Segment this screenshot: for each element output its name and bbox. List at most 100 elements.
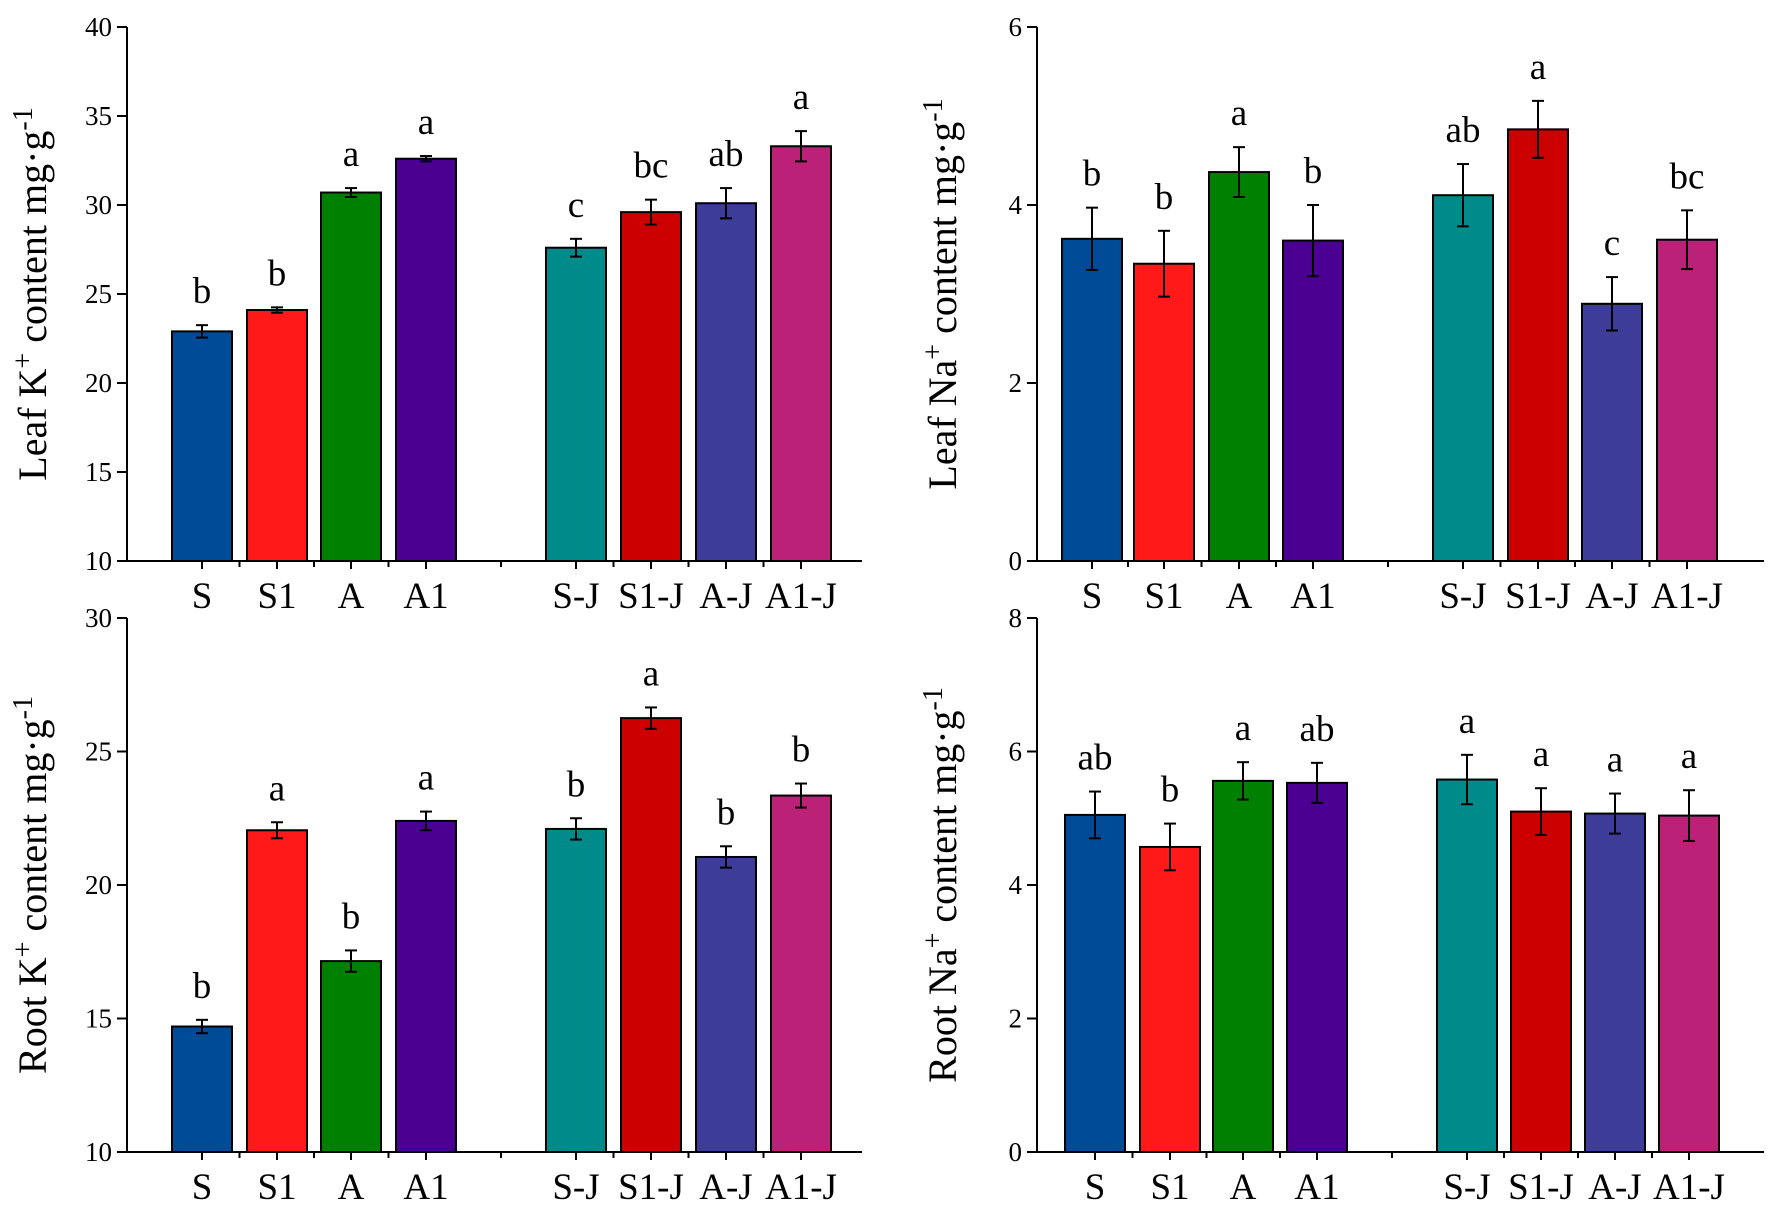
significance-letter: b (1155, 177, 1174, 218)
y-tick-label: 25 (85, 737, 112, 767)
significance-letter: b (1161, 770, 1180, 811)
x-tick-label: A1-J (1651, 576, 1723, 617)
y-tick-label: 6 (1009, 12, 1023, 42)
bar-S1-J (1507, 128, 1569, 562)
bar-A1 (395, 157, 457, 562)
y-tick-label: 10 (85, 546, 112, 576)
error-bar (1311, 761, 1323, 804)
significance-letter: b (342, 896, 361, 937)
bar-S (171, 1025, 233, 1154)
significance-letter: a (418, 758, 434, 799)
x-tick-label: S1 (1144, 576, 1183, 617)
error-bar (1158, 229, 1170, 298)
significance-letter: a (1530, 47, 1546, 88)
y-tick-label: 4 (1009, 870, 1023, 900)
significance-letter: b (193, 271, 212, 312)
error-bar (1457, 163, 1469, 228)
significance-letter: a (1459, 701, 1475, 742)
y-tick-label: 20 (85, 368, 112, 398)
significance-letter: b (1083, 154, 1102, 195)
error-bar (1606, 276, 1618, 332)
significance-letter: a (1533, 734, 1549, 775)
y-tick-label: 6 (1009, 737, 1023, 767)
bar-A1-J (1656, 238, 1718, 563)
x-tick-label: A (338, 1167, 365, 1208)
error-bar (1461, 753, 1473, 806)
y-tick-label: 30 (85, 190, 112, 220)
bar-S-J (1436, 778, 1498, 1153)
x-tick-label: A-J (1585, 576, 1638, 617)
significance-letter: bc (1670, 156, 1705, 197)
x-tick-label: S (1082, 576, 1103, 617)
y-tick-label: 2 (1009, 368, 1023, 398)
significance-letter: ab (1446, 110, 1481, 151)
bar-A (1208, 171, 1270, 562)
bar-S (1064, 813, 1126, 1153)
x-tick-label: A (1226, 576, 1253, 617)
bar-S-J (545, 827, 607, 1153)
error-bar (345, 187, 357, 198)
error-bar (420, 810, 432, 832)
bar-S1 (1133, 262, 1195, 562)
y-axis-label: Root K+ content mg·g-1 (8, 696, 55, 1074)
bar-S1 (246, 829, 308, 1153)
error-bar (720, 187, 732, 220)
significance-letter: b (193, 966, 212, 1007)
y-tick-label: 35 (85, 101, 112, 131)
y-tick-label: 0 (1009, 1137, 1023, 1167)
error-bar (1683, 789, 1695, 842)
x-tick-label: S1-J (1505, 576, 1571, 617)
significance-letter: ab (1078, 738, 1113, 779)
significance-letter: bc (634, 146, 669, 187)
error-bar (570, 817, 582, 841)
error-bar (1237, 761, 1249, 801)
x-tick-label: A-J (699, 576, 752, 617)
x-tick-label: S (1085, 1167, 1106, 1208)
bar-A1 (1286, 781, 1348, 1153)
error-bar (570, 237, 582, 258)
y-axis-label: Root Na+ content mg·g-1 (918, 687, 965, 1083)
significance-letter: b (1304, 151, 1323, 192)
bar-S1 (1139, 845, 1201, 1153)
y-tick-label: 15 (85, 1004, 112, 1034)
x-tick-label: S-J (1439, 576, 1486, 617)
x-tick-label: S1 (1150, 1167, 1189, 1208)
y-tick-label: 0 (1009, 546, 1023, 576)
error-bar (645, 706, 657, 730)
x-tick-label: S-J (552, 576, 599, 617)
error-bar (795, 130, 807, 163)
significance-letter: c (568, 185, 584, 226)
error-bar (420, 155, 432, 163)
chart-panel-3: 10 15 20 25 30 b Sa S1 b Aa A1 b S-J a S1-J b A-J b A1-J Ro… (8, 603, 862, 1208)
bar-S (171, 330, 233, 562)
bar-S (1061, 237, 1123, 562)
significance-letter: b (717, 792, 736, 833)
y-axis-label: Leaf Na+ content mg·g-1 (918, 98, 965, 489)
bar-A1 (395, 819, 457, 1153)
y-tick-label: 15 (85, 457, 112, 487)
significance-letter: a (1231, 93, 1247, 134)
error-bar (271, 821, 283, 840)
significance-letter: ab (709, 134, 744, 175)
error-bar (1609, 792, 1621, 835)
bar-S1 (246, 309, 308, 562)
error-bar (1307, 204, 1319, 278)
x-tick-label: S1-J (618, 1167, 684, 1208)
error-bar (196, 324, 208, 339)
bar-S1-J (620, 717, 682, 1153)
significance-letter: a (1681, 736, 1697, 777)
bar-A (320, 191, 382, 562)
error-bar (196, 1018, 208, 1035)
bar-A-J (1581, 302, 1643, 562)
error-bar (1681, 209, 1693, 271)
chart-panel-1: 10 15 20 25 30 35 40 b Sb S1 a Aa A1 c S-J bc S1-J ab A-J a… (8, 12, 862, 617)
significance-letter: a (269, 768, 285, 809)
x-tick-label: A1-J (765, 1167, 837, 1208)
significance-letter: b (792, 730, 811, 771)
significance-letter: a (793, 77, 809, 118)
x-tick-label: A1 (1290, 576, 1335, 617)
y-tick-label: 4 (1009, 190, 1023, 220)
significance-letter: a (343, 134, 359, 175)
x-tick-label: S-J (1443, 1167, 1490, 1208)
